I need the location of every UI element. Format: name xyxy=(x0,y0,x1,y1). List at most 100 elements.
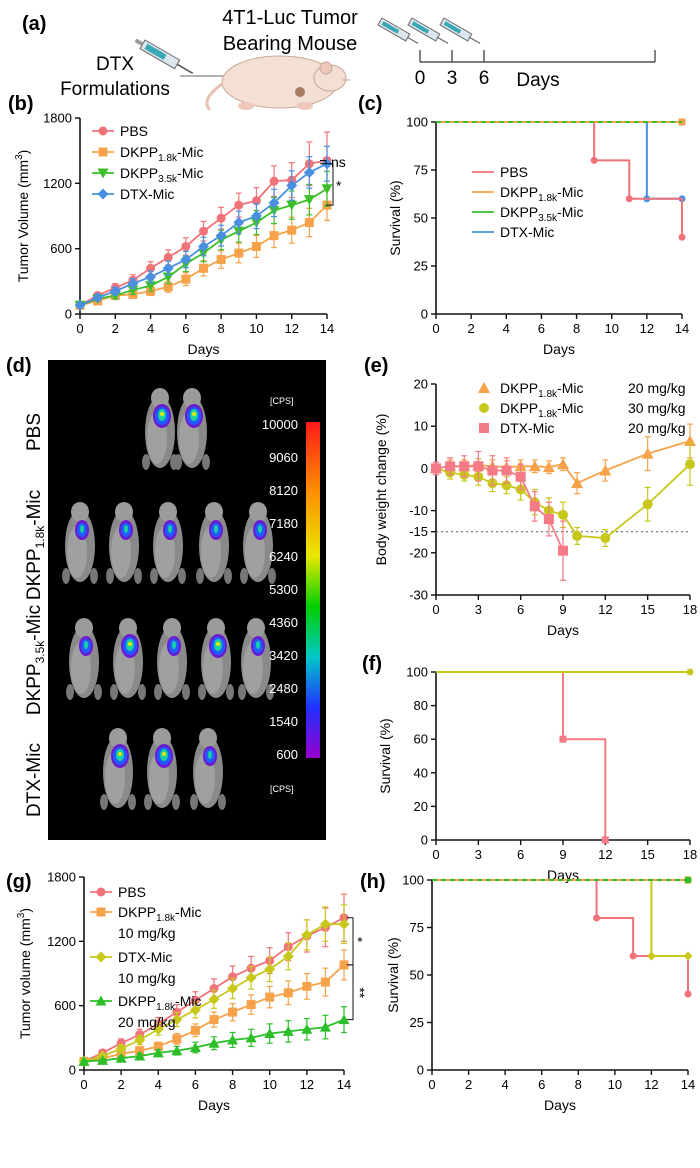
mouse-leg xyxy=(240,568,248,584)
legend-dkpp18: DKPP1.8k-Mic xyxy=(500,184,583,204)
x-tick-label: 12 xyxy=(644,1077,658,1092)
data-point xyxy=(209,1015,219,1025)
x-tick-label: 6 xyxy=(517,847,524,862)
legend-pbs: PBS xyxy=(118,884,146,900)
panel-a-title-line2: Bearing Mouse xyxy=(223,33,358,55)
y-tick-label: -15 xyxy=(409,524,428,539)
mouse-head xyxy=(153,728,171,748)
y-axis-title: Survival (%) xyxy=(385,937,401,1012)
legend-label: DTX-Mic xyxy=(500,420,554,436)
survival-point xyxy=(646,951,656,961)
legend-dtx: DTX-Mic xyxy=(500,224,554,240)
data-point xyxy=(303,195,315,206)
data-point xyxy=(543,514,554,525)
data-point xyxy=(228,972,238,982)
data-point xyxy=(171,1045,183,1056)
legend-marker xyxy=(479,403,489,413)
timeline-days: Days xyxy=(516,70,559,91)
data-point xyxy=(528,460,541,472)
legend-sub: 1.8k xyxy=(538,409,558,420)
legend-sub: 1.8k xyxy=(538,389,558,400)
data-point xyxy=(251,241,261,251)
data-point xyxy=(215,230,227,242)
data-point xyxy=(286,200,298,211)
data-point xyxy=(97,1054,109,1065)
y-axis-title-close: ) xyxy=(15,150,31,155)
y-axis-title: Tumor Volume (mm3) xyxy=(14,150,31,283)
tumor-signal-core xyxy=(216,642,220,646)
survival-point xyxy=(684,990,692,998)
legend-marker xyxy=(96,887,106,897)
mouse-leg xyxy=(226,684,234,700)
y-tick-label: 25 xyxy=(414,259,428,274)
survival-point xyxy=(684,876,692,884)
legend-rest: -Mic xyxy=(175,993,201,1009)
data-point xyxy=(339,960,349,970)
mouse-leg xyxy=(178,568,186,584)
data-point xyxy=(303,166,315,178)
tumor-signal-inner xyxy=(258,525,262,533)
y-tick-label: -10 xyxy=(409,503,428,518)
timeline-tick-6: 6 xyxy=(479,68,490,89)
x-tick-label: 10 xyxy=(608,1077,622,1092)
sig-bracket xyxy=(326,163,334,206)
data-point xyxy=(269,231,279,241)
mouse-leg xyxy=(142,454,150,470)
data-point xyxy=(199,226,208,236)
data-point xyxy=(227,983,239,995)
legend-dose: 30 mg/kg xyxy=(628,400,686,416)
data-point xyxy=(487,465,498,476)
y-tick-label: 100 xyxy=(402,873,424,888)
data-point xyxy=(134,1050,146,1061)
data-point xyxy=(152,1047,164,1058)
mouse-leg xyxy=(268,568,276,584)
y-axis-title: Survival (%) xyxy=(387,180,403,255)
x-tick-label: 10 xyxy=(262,1077,276,1092)
panel-a-title-line1: 4T1-Luc Tumor xyxy=(222,7,358,29)
timeline xyxy=(419,50,656,63)
scale-tick-label: 5300 xyxy=(269,582,298,597)
x-axis-title: Days xyxy=(198,1097,230,1113)
y-tick-label: 1800 xyxy=(43,111,72,126)
mouse-image xyxy=(150,502,186,584)
mouse-leg xyxy=(138,684,146,700)
legend-sub: 1.8k xyxy=(538,193,558,204)
scale-tick-label: 9060 xyxy=(269,450,298,465)
data-point xyxy=(473,461,484,472)
mouse-head xyxy=(199,728,217,748)
formulation-line2: Formulations xyxy=(60,79,170,100)
mouse-leg xyxy=(190,794,198,810)
x-tick-label: 0 xyxy=(80,1077,87,1092)
panel-a: (a) 4T1-Luc Tumor Bearing Mouse DTX Form… xyxy=(22,7,656,112)
data-point xyxy=(181,241,191,251)
survival-point xyxy=(559,735,567,743)
data-point xyxy=(283,988,293,998)
mouse-leg xyxy=(218,794,226,810)
survival-point xyxy=(590,156,598,164)
legend-rest: -Mic xyxy=(557,204,583,220)
y-tick-label: 600 xyxy=(50,241,72,256)
color-scale-bar xyxy=(306,422,320,758)
x-tick-label: 8 xyxy=(218,321,225,336)
data-point xyxy=(190,995,200,1005)
data-point xyxy=(152,1023,164,1035)
mouse-image xyxy=(100,728,136,810)
chart-e-body-weight: 0 3 6 9 12 15 18 20 10 0 -10 -15 -20 -30 Days Body weig… xyxy=(373,377,697,639)
data-point xyxy=(163,252,173,262)
data-point xyxy=(245,972,257,984)
data-point xyxy=(338,918,350,930)
y-axis-title: Survival (%) xyxy=(377,718,393,793)
x-tick-label: 4 xyxy=(155,1077,162,1092)
data-point xyxy=(216,255,226,265)
tumor-signal-inner xyxy=(80,525,84,533)
mouse-image xyxy=(110,618,146,700)
mouse-image xyxy=(154,618,190,700)
y-axis-title-close: ) xyxy=(17,908,33,913)
scale-tick-label: 1540 xyxy=(269,714,298,729)
mouse-head xyxy=(249,502,267,522)
data-point xyxy=(265,992,275,1002)
data-point xyxy=(181,274,191,284)
data-point xyxy=(320,977,330,987)
legend-pbs: PBS xyxy=(500,164,528,180)
panel-e-label: (e) xyxy=(364,355,388,377)
